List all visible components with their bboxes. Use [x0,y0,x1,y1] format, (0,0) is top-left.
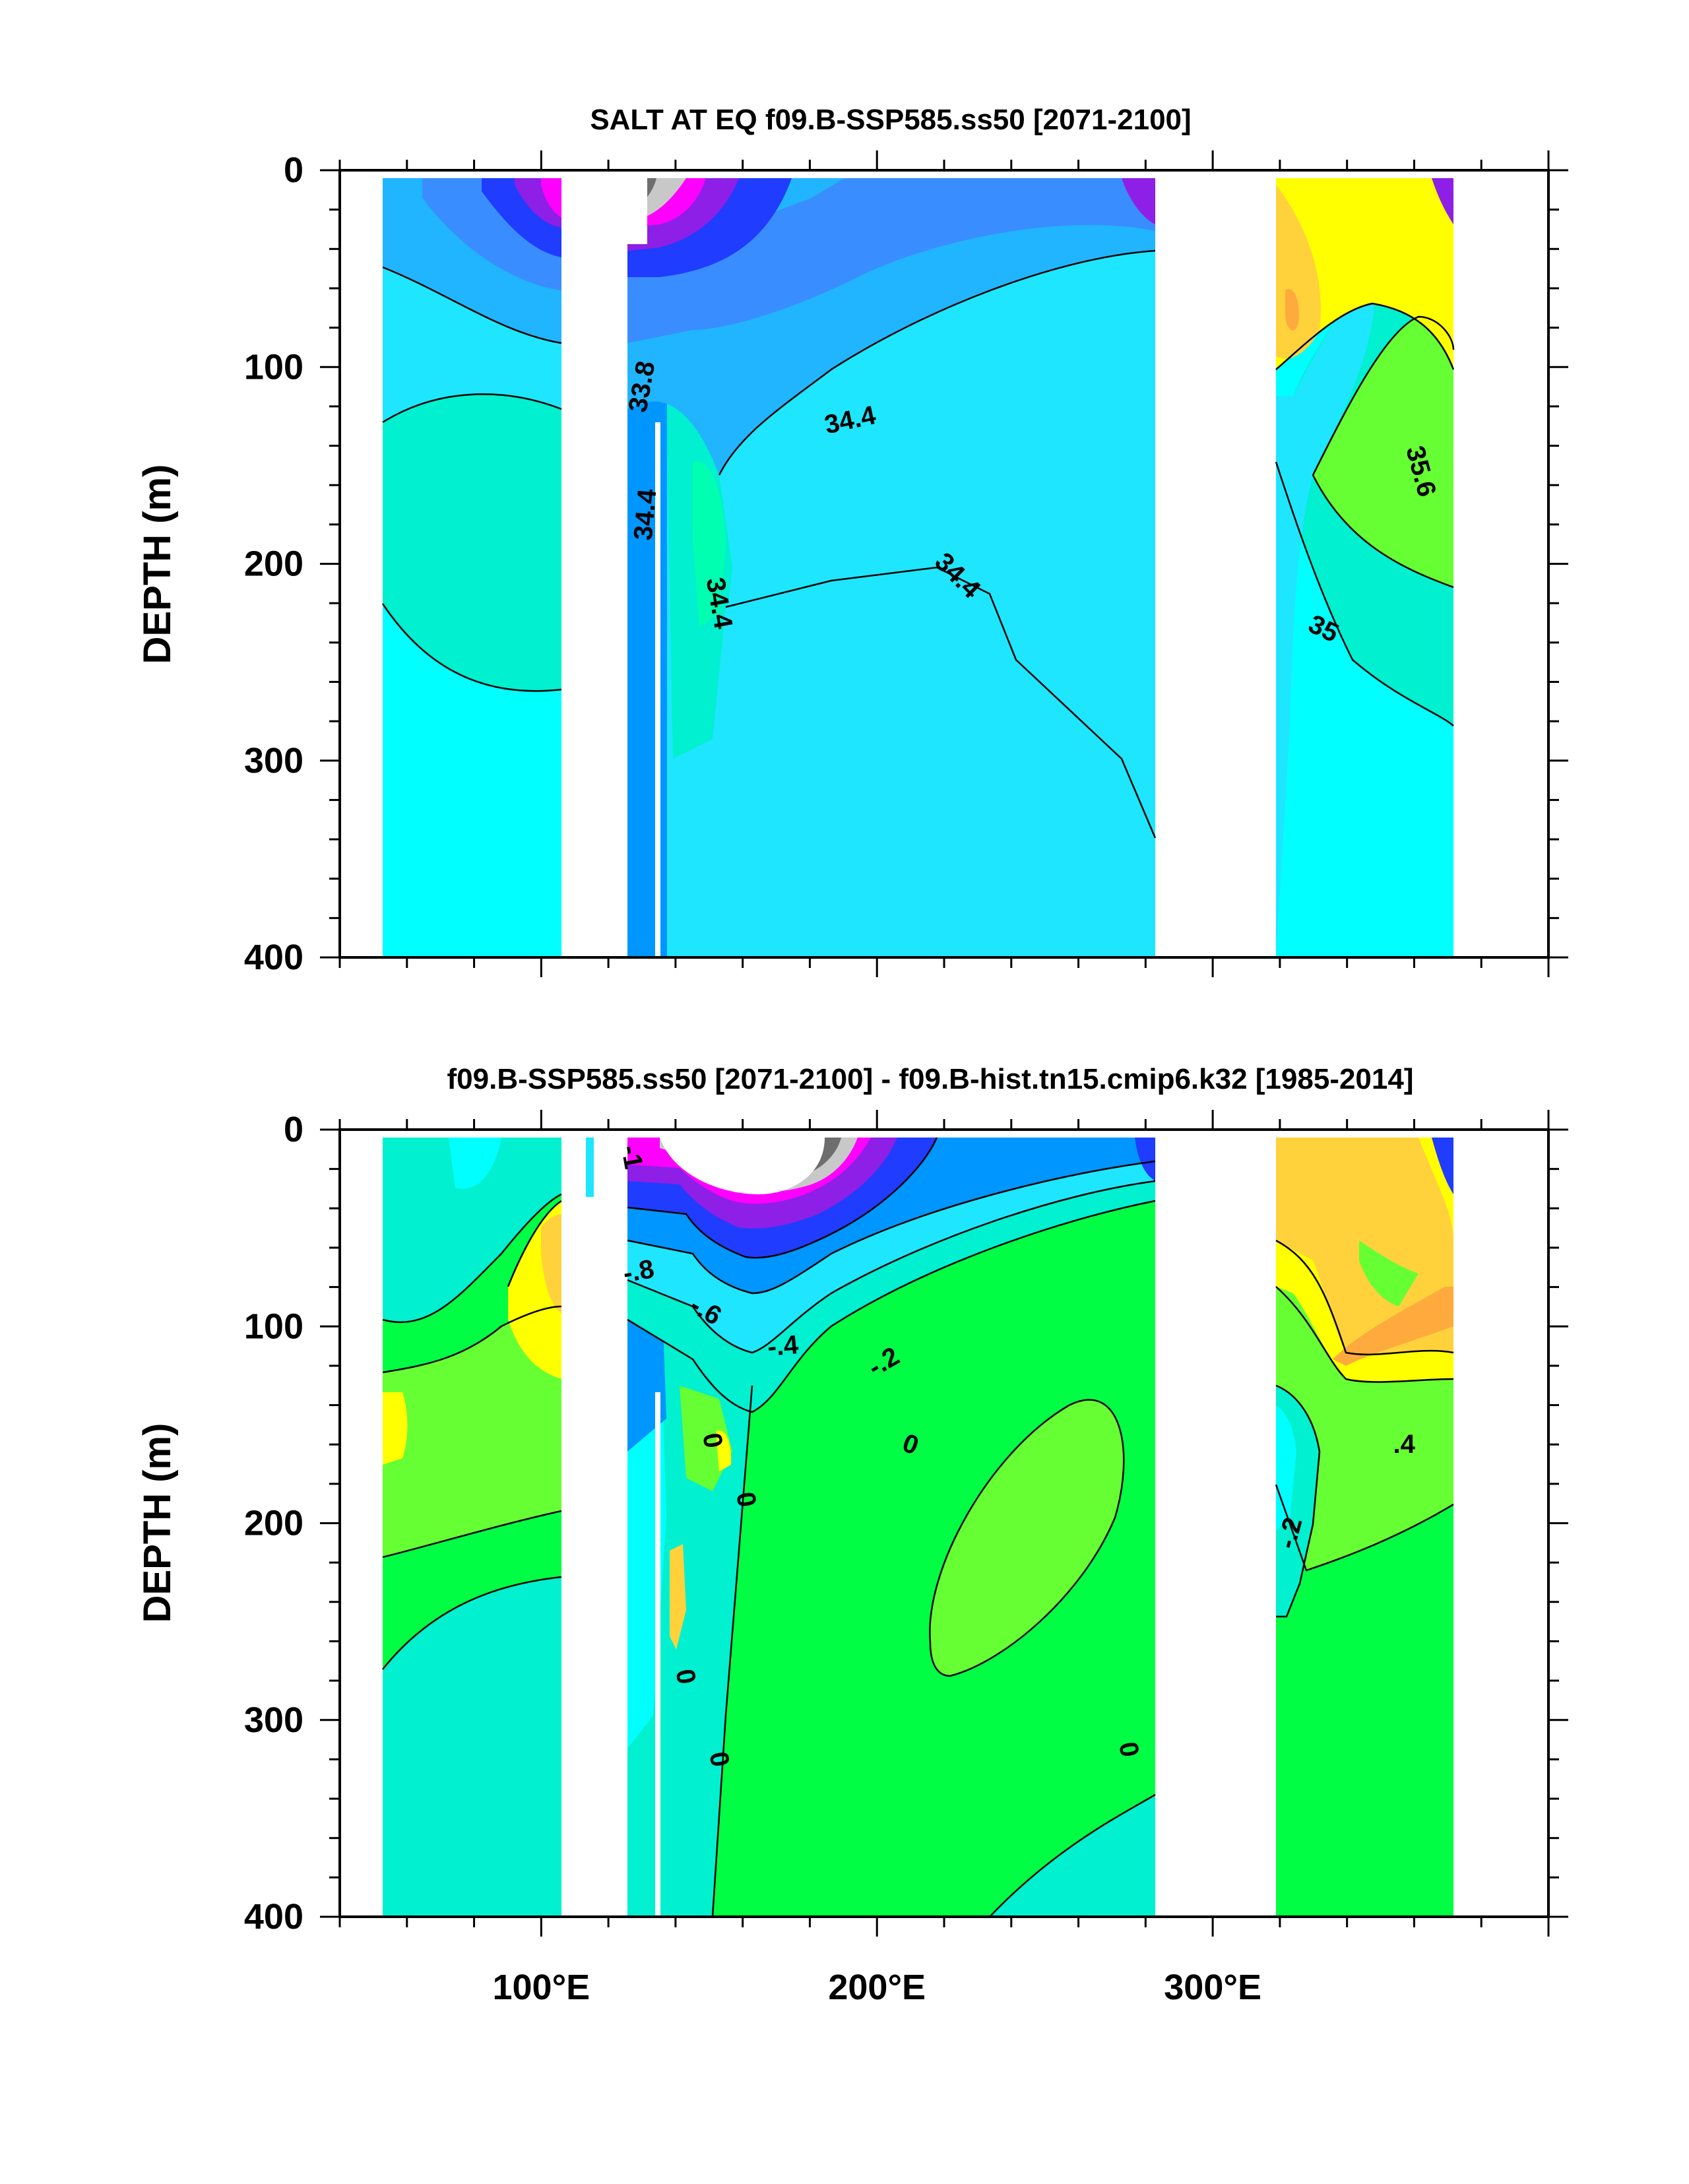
upper-pacific-land-top [627,178,647,244]
lower-pac-green2-blob [930,1399,1124,1676]
panel-upper-plot-area: 33.834.434.434.4 34.435.635 [340,170,1548,957]
upper-land-2 [561,170,627,957]
lower-land-islet [586,1138,594,1197]
y-tick-label: 100 [244,347,303,387]
lower-pac-yellow-small2 [716,1430,732,1471]
upper-pacific-cyan2 [673,567,1155,957]
contour-label: -.4 [767,1330,800,1362]
upper-west-cyan-band [383,267,561,422]
lower-land-1 [340,1130,383,1917]
panel-lower-ylabel: DEPTH (m) [136,1423,179,1623]
upper-land-3 [1155,170,1276,957]
upper-atl-cyan-left [1276,264,1375,957]
lower-west-green2 [383,1306,561,1557]
contour-label: -1 [616,1143,649,1171]
x-tick-label: 100°E [492,1968,590,2007]
contour-label: 34.4 [629,487,662,541]
lower-pac-east-blue [1135,1138,1155,1181]
y-tick-label: 100 [244,1306,303,1346]
upper-pacific-east-blue [1122,178,1155,224]
y-tick-label: 200 [244,544,303,584]
panel-upper: SALT AT EQ f09.B-SSP585.ss50 [2071-2100]… [136,104,1568,977]
upper-west-aqua-band [383,394,561,691]
upper-land-strip [655,422,660,957]
lower-west-orange [541,1214,561,1313]
y-tick-label: 0 [284,1110,303,1149]
lower-land-strip [655,1392,660,1917]
contour-label: .4 [1393,1430,1415,1459]
upper-contour-lines [381,249,1455,839]
lower-atl-east-edge [1432,1138,1453,1194]
upper-land-1 [340,170,383,957]
lower-pac-land-bay [660,1138,825,1194]
lower-land-2 [561,1130,627,1917]
upper-land-4 [1453,170,1548,957]
lower-land-3 [1155,1130,1276,1917]
lower-pac-yellow-small [670,1544,686,1650]
upper-top-blank [340,170,1548,178]
upper-pacific-mid-blue [627,356,667,957]
y-tick-label: 200 [244,1504,303,1543]
upper-atl-yellow [1276,178,1453,369]
lower-west-cyan-top [449,1138,501,1189]
lower-atl-green-upper [1359,1240,1418,1306]
x-tick-label: 300°E [1164,1968,1261,2007]
lower-pac-aqua-right [990,1795,1155,1917]
upper-contour-labels: 33.834.434.434.4 34.435.635 [623,359,1442,648]
lower-land-4 [1453,1130,1548,1917]
y-tick-label: 0 [284,150,303,190]
upper-atl-green [1313,317,1453,587]
lower-contour-lines [382,1137,1454,1917]
x-tick-label: 200°E [828,1968,926,2007]
panel-upper-ylabel: DEPTH (m) [136,465,179,664]
y-tick-label: 300 [244,741,303,781]
y-tick-label: 300 [244,1700,303,1740]
upper-pacific-aqua2 [693,461,726,627]
panel-lower-ticks: 0 100 200 300 400 100°E 200°E 300°E [244,1110,1568,2007]
panel-upper-title: SALT AT EQ f09.B-SSP585.ss50 [2071-2100] [590,104,1191,136]
panel-upper-ticks: 0 100 200 300 400 [244,150,1568,977]
upper-atl-east-edge [1432,178,1453,224]
lower-atl-orange2 [1333,1287,1453,1366]
panel-lower: f09.B-SSP585.ss50 [2071-2100] - f09.B-hi… [136,1063,1568,2007]
y-tick-label: 400 [244,938,303,977]
panel-lower-title: f09.B-SSP585.ss50 [2071-2100] - f09.B-hi… [447,1063,1414,1095]
upper-west-pink [541,178,561,218]
lower-west-yellow-left [383,1392,408,1465]
y-tick-label: 400 [244,1897,303,1937]
contour-label: -.8 [621,1254,656,1288]
upper-atl-orange2 [1285,289,1299,331]
lower-top-blank [340,1130,1548,1138]
